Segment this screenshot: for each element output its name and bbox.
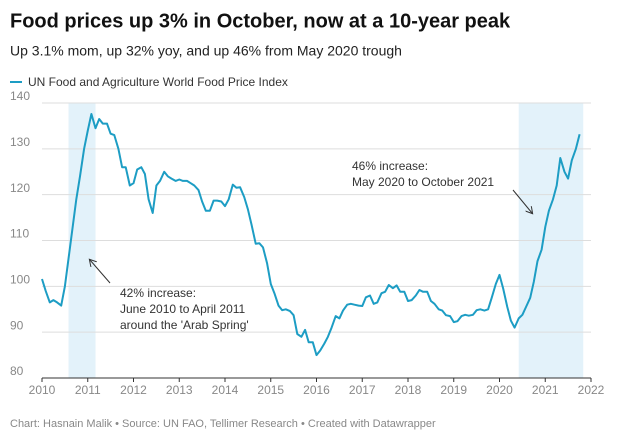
annotation: June 2010 to April 2011 <box>120 302 246 316</box>
x-tick-label: 2022 <box>578 383 605 397</box>
x-tick-label: 2020 <box>486 383 513 397</box>
y-tick-label: 80 <box>10 364 24 378</box>
y-tick-label: 130 <box>10 135 30 149</box>
annotation: around the 'Arab Spring' <box>120 318 249 332</box>
y-tick-label: 120 <box>10 181 30 195</box>
x-tick-label: 2015 <box>257 383 284 397</box>
x-tick-label: 2018 <box>395 383 422 397</box>
x-tick-label: 2014 <box>212 383 239 397</box>
x-tick-label: 2017 <box>349 383 376 397</box>
annotation-arrow <box>512 189 532 213</box>
legend-label: UN Food and Agriculture World Food Price… <box>28 75 288 89</box>
line-series <box>41 113 581 357</box>
annotation-arrow <box>90 260 111 284</box>
chart-title: Food prices up 3% in October, now at a 1… <box>10 10 511 32</box>
y-tick-label: 110 <box>10 227 29 241</box>
x-tick-label: 2021 <box>532 383 559 397</box>
source: Chart: Hasnain Malik • Source: UN FAO, T… <box>10 418 436 430</box>
annotation: 42% increase: <box>120 286 196 300</box>
y-tick-label: 100 <box>10 273 30 287</box>
x-tick-label: 2011 <box>75 383 101 397</box>
x-tick-label: 2019 <box>440 383 467 397</box>
x-tick-label: 2010 <box>29 383 56 397</box>
x-tick-label: 2012 <box>120 383 147 397</box>
annotation: May 2020 to October 2021 <box>352 175 494 189</box>
chart-subtitle: Up 3.1% mom, up 32% yoy, and up 46% from… <box>10 43 402 59</box>
y-tick-label: 140 <box>10 89 30 103</box>
x-tick-label: 2016 <box>303 383 330 397</box>
x-tick-label: 2013 <box>166 383 193 397</box>
y-tick-label: 90 <box>10 318 24 332</box>
annotation: 46% increase: <box>352 159 428 173</box>
